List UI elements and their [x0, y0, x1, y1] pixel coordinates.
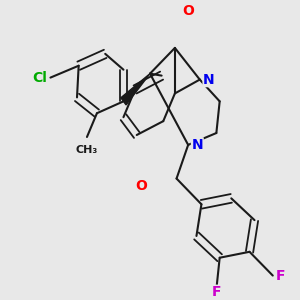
Text: F: F: [212, 285, 221, 299]
Text: N: N: [191, 138, 203, 152]
Text: F: F: [276, 268, 286, 283]
Text: O: O: [135, 179, 147, 194]
Text: N: N: [203, 73, 215, 87]
Text: CH₃: CH₃: [76, 145, 98, 155]
Polygon shape: [121, 74, 150, 105]
Text: Cl: Cl: [32, 70, 47, 85]
Text: O: O: [182, 4, 194, 18]
